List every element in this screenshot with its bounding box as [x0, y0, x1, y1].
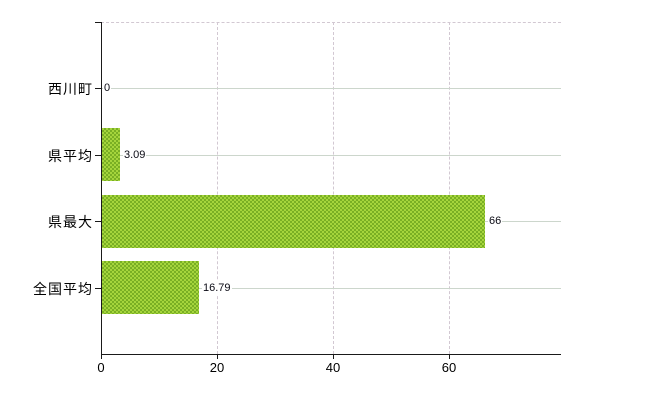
plot-top-border	[101, 22, 561, 23]
x-tick-label: 40	[325, 360, 341, 375]
x-tick-label: 60	[441, 360, 457, 375]
y-axis-tick	[95, 88, 101, 89]
bar-value-label: 16.79	[202, 281, 232, 295]
category-label: 全国平均	[33, 281, 93, 297]
gridline-horizontal	[102, 288, 561, 289]
gridline-vertical	[217, 22, 218, 354]
bar-value-label: 3.09	[123, 148, 147, 162]
gridline-horizontal	[102, 155, 561, 156]
x-axis-line	[101, 354, 561, 355]
category-label: 西川町	[48, 81, 93, 97]
x-axis-tick	[101, 355, 102, 359]
category-label: 県最大	[48, 214, 93, 230]
y-axis-line	[101, 22, 102, 359]
x-axis-tick	[333, 355, 334, 359]
bar-value-label: 0	[103, 81, 112, 95]
category-label: 県平均	[48, 148, 93, 164]
x-tick-label: 0	[97, 360, 105, 375]
gridline-horizontal	[102, 88, 561, 89]
x-tick-label: 20	[209, 360, 225, 375]
y-axis-tick	[95, 288, 101, 289]
y-axis-tick	[95, 221, 101, 222]
bar	[102, 195, 485, 248]
bar	[102, 128, 120, 181]
y-axis-tick	[95, 22, 101, 23]
gridline-vertical	[333, 22, 334, 354]
gridline-vertical	[449, 22, 450, 354]
x-axis-tick	[217, 355, 218, 359]
x-axis-tick	[449, 355, 450, 359]
y-axis-tick	[95, 155, 101, 156]
bar-value-label: 66	[488, 214, 503, 228]
bar	[102, 261, 199, 314]
